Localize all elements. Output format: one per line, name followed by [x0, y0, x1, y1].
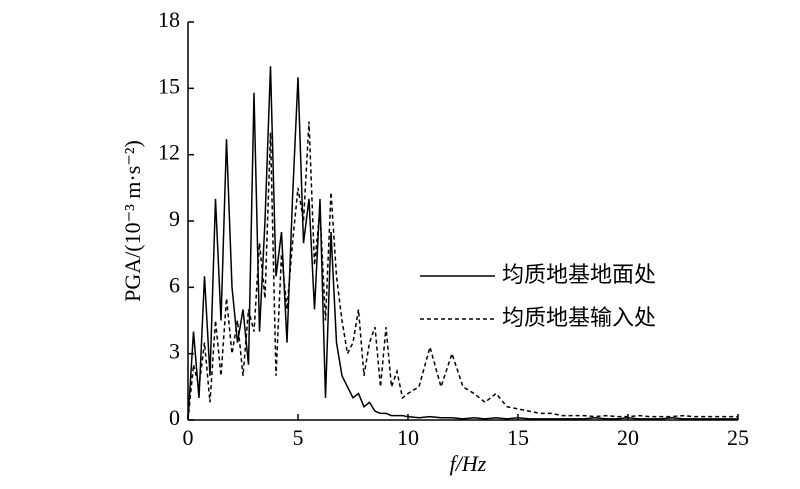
x-tick-label: 5 — [293, 425, 304, 450]
data-line — [187, 121, 738, 421]
legend-label: 均质地基输入处 — [502, 306, 656, 331]
data-line — [187, 66, 738, 421]
x-tick-label: 25 — [727, 425, 749, 450]
x-tick-label: 0 — [183, 425, 194, 450]
y-tick-label: 6 — [169, 272, 180, 297]
y-tick-label: 15 — [158, 73, 180, 98]
x-tick-label: 10 — [397, 425, 419, 450]
x-tick-label: 15 — [507, 425, 529, 450]
x-axis-label: f/Hz — [450, 451, 487, 476]
y-tick-label: 0 — [169, 405, 180, 430]
legend-label: 均质地基地面处 — [502, 263, 656, 288]
y-tick-label: 3 — [169, 339, 180, 364]
y-tick-label: 12 — [158, 140, 180, 165]
y-tick-label: 9 — [169, 206, 180, 231]
x-tick-label: 20 — [617, 425, 639, 450]
y-axis-label: PGA/(10⁻³ m·s⁻²) — [120, 140, 145, 302]
y-tick-label: 18 — [158, 7, 180, 32]
